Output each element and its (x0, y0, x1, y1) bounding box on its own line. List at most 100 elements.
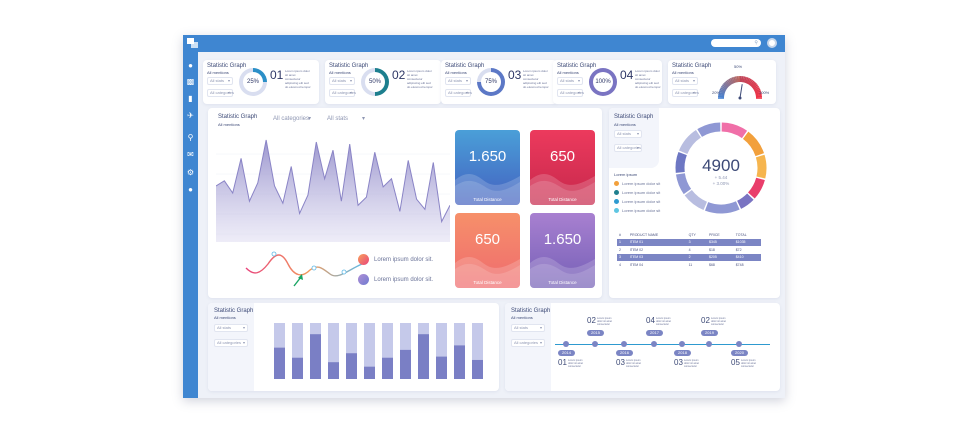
card-title: Statistic Graph (207, 63, 247, 69)
donut-stats-panel: Statistic Graph All mentions All stats ▾ … (609, 108, 780, 298)
bar (346, 353, 357, 379)
gauge-max-label: 100% (759, 90, 770, 95)
stats-dropdown[interactable]: All stats ▾ (329, 77, 355, 85)
stats-dropdown[interactable]: All stats ▾ (511, 324, 545, 332)
distance-tile[interactable]: 1.650 Total Distance (530, 213, 595, 288)
categories-dropdown[interactable]: All categories ▾ (614, 144, 642, 152)
table-header: PRICE (709, 232, 720, 237)
stats-dropdown[interactable]: All stats ▾ (445, 77, 471, 85)
bar (418, 334, 429, 379)
gauge-tick (720, 87, 727, 92)
timeline-year[interactable]: 2017 (646, 330, 663, 336)
mail-icon[interactable]: ✉ (187, 150, 194, 159)
legend-label: Lorem ipsum dolor sit (622, 181, 661, 186)
categories-dropdown[interactable]: All categories ▾ (270, 114, 314, 125)
bar (400, 349, 411, 379)
categories-dropdown[interactable]: All categories ▾ (329, 89, 356, 97)
gauge-tick (755, 93, 762, 97)
tile-label: Total Distance (473, 197, 502, 202)
stats-dropdown[interactable]: All stats ▾ (207, 77, 233, 85)
legend-swatch (614, 199, 619, 204)
stats-dropdown[interactable]: All stats ▾ (614, 130, 642, 138)
settings-icon[interactable]: ⚙ (186, 168, 195, 177)
avatar[interactable] (767, 38, 777, 48)
distance-tile[interactable]: 650 Total Distance (530, 130, 595, 205)
tile-wave (530, 257, 595, 288)
table-row[interactable]: 4 ITEM 04 11 $68 $748 (617, 261, 761, 269)
users-icon[interactable]: ● (188, 185, 193, 194)
table-cell: 11 (688, 262, 693, 267)
table-cell: 3 (686, 238, 707, 246)
card-subtitle: All mentions (207, 70, 229, 75)
gauge-tick (752, 84, 759, 90)
card-description: Lorem ipsum dolor sit amet consectetur a… (285, 69, 311, 89)
card-title: Statistic Graph (329, 63, 369, 69)
distance-tile[interactable]: 650 Total Distance (455, 213, 520, 288)
gauge-tick (723, 82, 729, 88)
search-icon[interactable]: ⚲ (187, 133, 194, 142)
tile-wave (455, 257, 520, 288)
timeline-year[interactable]: 2020 (731, 350, 748, 356)
bar-background (328, 323, 339, 379)
table-row[interactable]: 3 ITEM 03 2 $205 $410 (617, 253, 761, 261)
timeline-year[interactable]: 2019 (701, 330, 718, 336)
gauge-tick (746, 77, 751, 84)
categories-dropdown[interactable]: All categories ▾ (557, 89, 584, 97)
bar-stats-panel: Statistic Graph All mentions All stats ▾ … (208, 303, 499, 391)
stats-dropdown[interactable]: All stats ▾ (324, 114, 368, 125)
table-header: QTY (688, 232, 696, 237)
timeline-dot (563, 341, 569, 347)
bar-chart-icon[interactable]: ▩ (186, 77, 195, 86)
categories-dropdown[interactable]: All categories ▾ (214, 339, 248, 347)
user-icon[interactable]: ● (188, 61, 193, 70)
gauge-tick (753, 85, 760, 91)
product-table: # PRODUCT NAME QTY PRICE TOTAL 1 ITEM 01 3 $345… (617, 231, 761, 269)
distance-tile[interactable]: 1.650 Total Distance (455, 130, 520, 205)
donut-segment (704, 201, 740, 214)
bar-background (364, 323, 375, 379)
search-icon: ⚲ (754, 40, 758, 46)
legend-label: Lorem ipsum dolor sit (622, 190, 661, 195)
timeline-dot (706, 341, 712, 347)
categories-dropdown[interactable]: All categories ▾ (511, 339, 545, 347)
categories-dropdown[interactable]: All categories ▾ (445, 89, 472, 97)
search-input[interactable]: ⚲ (711, 39, 761, 47)
plane-icon[interactable]: ✈ (187, 111, 194, 120)
table-cell: ITEM 02 (629, 247, 644, 252)
bar-background (436, 323, 447, 379)
timeline-text: Lorem ipsum dolor sit amet consectetur (711, 317, 727, 326)
chat-icon[interactable]: ▮ (188, 94, 193, 103)
gauge-tick (751, 82, 757, 88)
tile-wave-back (455, 257, 520, 288)
categories-dropdown[interactable]: All categories ▾ (672, 89, 699, 97)
donut-delta-value: + 5.44 (714, 175, 728, 180)
gauge-min-label: 20% (712, 90, 721, 95)
panel-subtitle: All mentions (214, 315, 236, 320)
table-row[interactable]: 2 ITEM 02 4 $18 $72 (617, 246, 761, 254)
timeline-year[interactable]: 2016 (616, 350, 633, 356)
categories-dropdown[interactable]: All categories ▾ (207, 89, 234, 97)
table-row[interactable]: 1 ITEM 01 3 $345 $1035 (617, 238, 761, 246)
stats-dropdown[interactable]: All stats ▾ (214, 324, 248, 332)
progress-percent: 50% (365, 72, 385, 92)
card-subtitle: All mentions (557, 70, 579, 75)
timeline-year[interactable]: 2018 (674, 350, 691, 356)
timeline-number: 03 (674, 358, 683, 367)
table-cell: 3 (617, 253, 628, 261)
table-header: # (619, 232, 621, 237)
legend-swatch (358, 274, 369, 285)
gauge-tick (726, 79, 732, 86)
progress-percent: 75% (481, 72, 501, 92)
legend-swatch (614, 190, 619, 195)
bar (328, 362, 339, 379)
tile-value: 1.650 (468, 148, 507, 165)
timeline-number: 01 (558, 358, 567, 367)
gauge-tick (724, 81, 730, 88)
timeline-year[interactable]: 2015 (587, 330, 604, 336)
timeline-year[interactable]: 2014 (558, 350, 575, 356)
stats-dropdown[interactable]: All stats ▾ (557, 77, 583, 85)
donut-segment (747, 177, 765, 199)
tile-wave-front (455, 180, 520, 205)
area-fill (216, 140, 450, 242)
stats-dropdown[interactable]: All stats ▾ (672, 77, 698, 85)
